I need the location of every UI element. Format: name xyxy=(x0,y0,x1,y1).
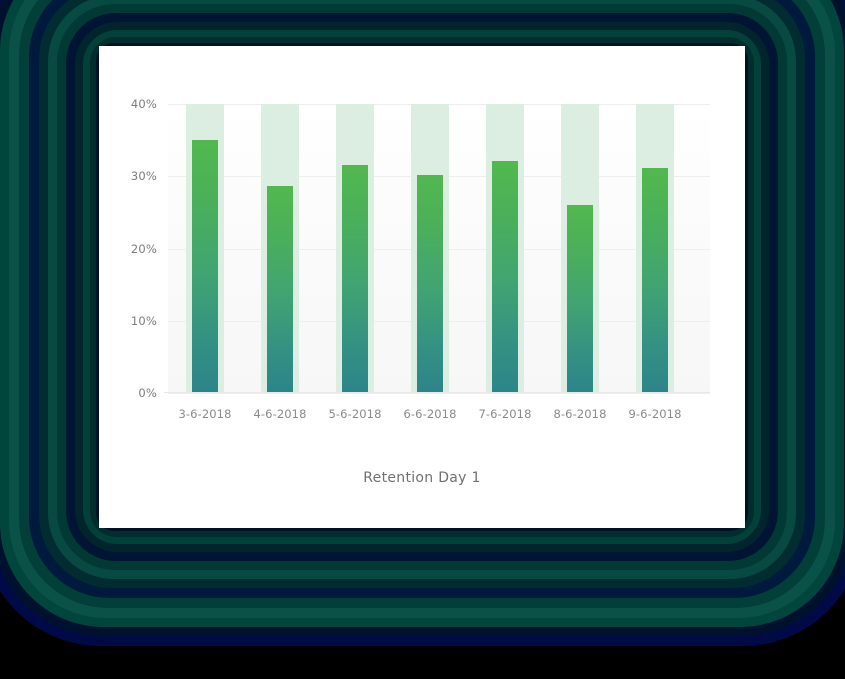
y-axis-label: 30% xyxy=(130,169,157,184)
bar-6-6-2018[interactable] xyxy=(417,174,443,393)
bar-4-6-2018[interactable] xyxy=(267,185,293,393)
bar-slot[interactable]: 9-6-2018 xyxy=(629,104,681,421)
bar-slot[interactable]: 8-6-2018 xyxy=(554,104,606,421)
bar-3-6-2018[interactable] xyxy=(192,140,218,393)
bar-slot[interactable]: 3-6-2018 xyxy=(179,104,231,421)
plot-area: 0% 10% 20% 30% 40% 3-6-2018 4-6-2018 5-6-2018 6… xyxy=(131,97,710,421)
y-axis-label: 0% xyxy=(138,386,157,400)
x-axis-label: 6-6-2018 xyxy=(403,407,457,421)
bar-8-6-2018[interactable] xyxy=(567,205,593,393)
x-axis-label: 9-6-2018 xyxy=(628,407,682,421)
gridline-0% xyxy=(168,393,710,394)
x-axis-line xyxy=(164,392,710,393)
x-axis-label: 4-6-2018 xyxy=(253,407,307,421)
chart-title: Retention Day 1 xyxy=(363,470,481,486)
bar-slot[interactable]: 5-6-2018 xyxy=(329,104,381,421)
bar-5-6-2018[interactable] xyxy=(342,164,368,393)
x-axis-label: 8-6-2018 xyxy=(553,407,607,421)
bar-slot[interactable]: 7-6-2018 xyxy=(479,104,531,421)
y-axis-label: 20% xyxy=(130,241,157,256)
chart-card: 0% 10% 20% 30% 40% 3-6-2018 4-6-2018 5-6-2018 6… xyxy=(99,46,745,528)
bar-chart: 0% 10% 20% 30% 40% 3-6-2018 4-6-2018 5-6-2018 6… xyxy=(99,46,745,528)
y-axis-label: 10% xyxy=(130,313,157,328)
x-axis-label: 5-6-2018 xyxy=(328,407,382,421)
x-axis-label: 7-6-2018 xyxy=(478,407,532,421)
x-axis-label: 3-6-2018 xyxy=(178,407,232,421)
bar-9-6-2018[interactable] xyxy=(642,167,668,393)
bar-slot[interactable]: 6-6-2018 xyxy=(404,104,456,421)
bar-slot[interactable]: 4-6-2018 xyxy=(254,104,306,421)
y-axis-label: 40% xyxy=(130,97,157,111)
bar-7-6-2018[interactable] xyxy=(492,161,518,393)
